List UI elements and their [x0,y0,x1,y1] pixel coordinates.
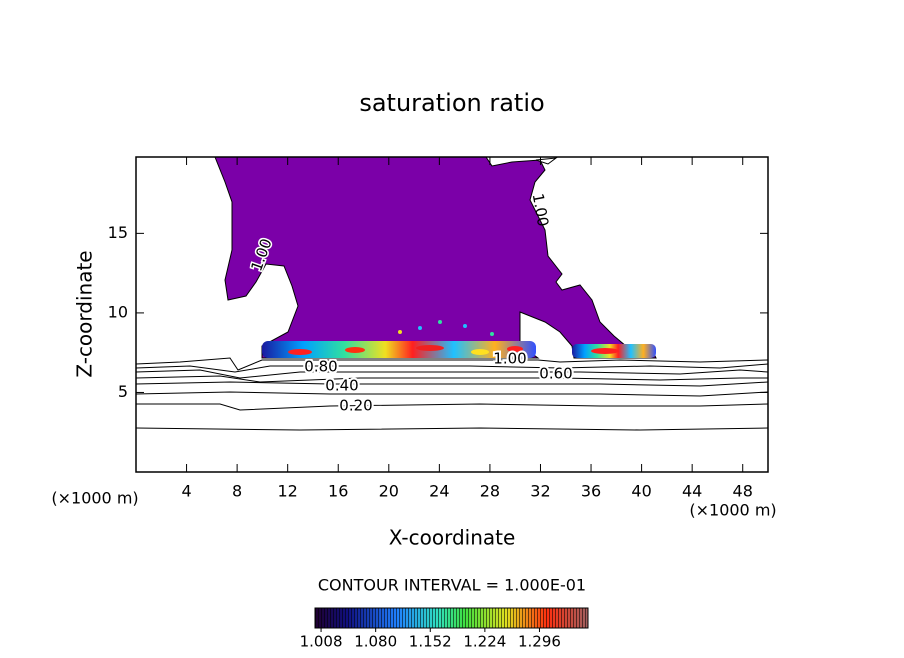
y-tick-label: 15 [108,223,128,242]
x-tick-label: 44 [682,482,702,501]
colorbar-tick-label: 1.152 [409,633,452,651]
contour-label: 0.20 [339,397,372,415]
colorbar-tick-label: 1.296 [518,633,561,651]
colorbar-tick-label: 1.080 [354,633,397,651]
plot-frame [135,156,769,473]
supersaturated-band [262,341,536,358]
contour-label: 0.60 [539,365,572,383]
y-axis-label: Z-coordinate [73,250,97,377]
contour-interval: CONTOUR INTERVAL = 1.000E-01 [318,576,586,595]
colorbar-hatch [314,607,589,629]
x-tick-label: 32 [530,482,550,501]
x-tick-label: 48 [733,482,753,501]
chart-title: saturation ratio [359,89,544,117]
x-tick-label: 12 [278,482,298,501]
contour-label: 1.00 [529,192,553,228]
x-tick-label: 28 [480,482,500,501]
x-tick-label: 20 [379,482,399,501]
x-tick-label: 8 [232,482,242,501]
x-tick-label: 24 [429,482,449,501]
contour-label: 0.80 [304,358,337,376]
y-tick-label: 10 [108,302,128,321]
x-tick-label: 40 [631,482,651,501]
y-tick-label: 5 [118,382,128,401]
colorbar-tick-label: 1.224 [463,633,506,651]
contour-lines [135,357,769,431]
x-unit-label: (×1000 m) [689,501,776,520]
x-unit-label: (×1000 m) [51,489,138,508]
contour-label: 1.00 [493,350,526,368]
x-tick-label: 4 [181,482,191,501]
contour-field [214,156,657,359]
contour-label: 0.40 [325,377,358,395]
saturated-region [214,156,657,359]
colorbar-ticks: 1.008 1.080 1.152 1.224 1.296 [300,628,561,651]
colorbar-tick-label: 1.008 [300,633,343,651]
x-axis-label: X-coordinate [389,526,516,550]
x-tick-label: 16 [328,482,348,501]
x-tick-label: 36 [581,482,601,501]
